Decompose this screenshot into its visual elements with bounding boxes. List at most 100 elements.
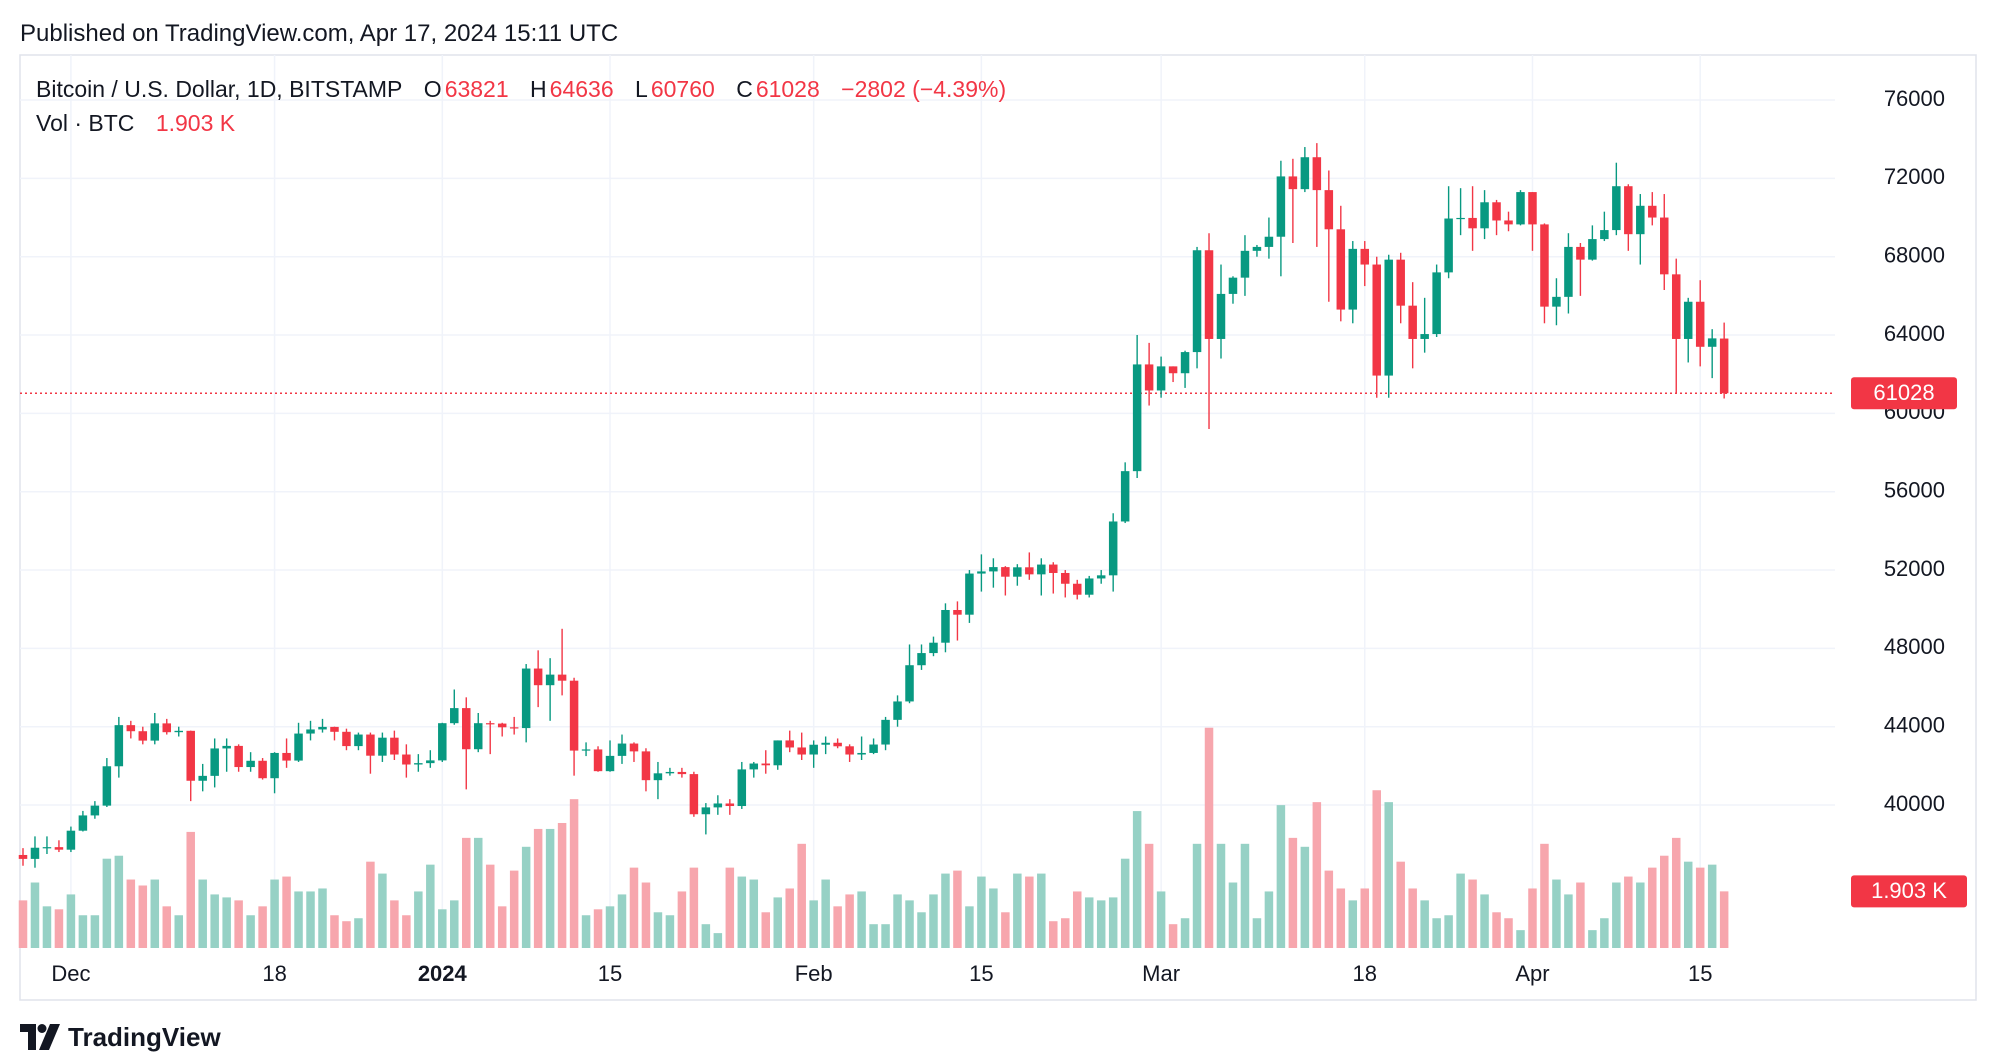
- volume-bar: [1252, 918, 1262, 948]
- volume-bar: [186, 831, 195, 948]
- candle-body: [1636, 205, 1645, 235]
- candle-body: [989, 567, 998, 572]
- candle-body: [30, 847, 40, 859]
- candle-body: [1480, 202, 1489, 229]
- candle-body: [881, 719, 890, 745]
- volume-bar: [1660, 855, 1669, 948]
- volume-bar: [198, 879, 207, 948]
- volume-bar: [1228, 882, 1238, 948]
- ohlc-value: 61028: [755, 76, 820, 102]
- volume-bar: [665, 915, 675, 948]
- volume-bar: [1096, 900, 1106, 948]
- volume-bar: [1516, 930, 1525, 948]
- candle-body: [1216, 293, 1226, 339]
- volume-bar: [1444, 915, 1453, 948]
- candle-body: [1540, 224, 1549, 307]
- candle-body: [1648, 205, 1657, 218]
- volume-bar: [1120, 858, 1130, 948]
- volume-bar: [1336, 888, 1346, 948]
- volume-bar: [318, 888, 327, 948]
- volume-bar: [1432, 918, 1441, 948]
- volume-bar: [1707, 864, 1717, 948]
- candle-body: [1624, 186, 1633, 235]
- ohlc-value: 63821: [444, 76, 509, 102]
- volume-bar: [941, 873, 950, 948]
- candle-body: [677, 771, 687, 775]
- ohlc-label: H: [530, 76, 547, 102]
- volume-bar: [977, 876, 986, 948]
- candle-body: [390, 737, 399, 755]
- volume-bar: [605, 906, 615, 948]
- candle-body: [1492, 202, 1501, 221]
- volume-bar: [485, 864, 495, 948]
- volume-bar: [1384, 802, 1393, 948]
- volume-bar: [1240, 843, 1250, 948]
- volume-bar: [1072, 891, 1082, 948]
- candle-body: [90, 805, 100, 816]
- candle-body: [354, 734, 363, 747]
- candle-body: [1671, 274, 1681, 339]
- volume-bar: [689, 867, 699, 948]
- brand-logo: [20, 1024, 60, 1050]
- candle-body: [438, 723, 447, 761]
- volume-bar: [701, 924, 711, 948]
- label-layer: 4000044000480005200056000600006400068000…: [51, 86, 1967, 986]
- candle-body: [653, 773, 663, 781]
- volume-bar: [497, 906, 507, 948]
- volume-bar: [1683, 861, 1693, 948]
- volume-bar: [545, 828, 555, 948]
- volume-bar: [773, 897, 782, 948]
- volume-bar: [66, 894, 76, 948]
- candle-body: [893, 701, 902, 720]
- volume-bar: [30, 882, 40, 948]
- candle-body: [1144, 364, 1154, 391]
- volume-bar: [761, 912, 771, 948]
- candle-body: [1360, 248, 1370, 265]
- candle-body: [713, 803, 723, 808]
- candle-body: [965, 573, 974, 615]
- x-tick-label: 15: [1688, 961, 1712, 986]
- candle-body: [462, 708, 471, 750]
- candle-body: [1588, 239, 1597, 260]
- volume-bar: [809, 900, 818, 948]
- candle-body: [1001, 567, 1010, 577]
- volume-bar: [450, 900, 459, 948]
- volume-bar: [1084, 897, 1094, 948]
- candle-body: [581, 749, 591, 751]
- published-note: Published on TradingView.com, Apr 17, 20…: [20, 20, 619, 47]
- volume-bar: [917, 912, 926, 948]
- candle-body: [761, 763, 771, 766]
- candle-body: [1396, 259, 1405, 306]
- volume-bar: [821, 879, 830, 948]
- candle-body: [1096, 575, 1106, 579]
- volume-bar: [1025, 876, 1034, 948]
- candle-body: [1456, 217, 1465, 220]
- volume-bar: [857, 891, 866, 948]
- volume-bar: [1671, 837, 1681, 948]
- y-tick-label: 52000: [1884, 556, 1945, 581]
- volume-bar: [114, 855, 124, 948]
- candle-body: [1336, 229, 1346, 310]
- candle-body: [725, 803, 735, 807]
- ohlc-value: 64636: [549, 76, 614, 102]
- volume-bar: [653, 912, 663, 948]
- volume-bar: [354, 918, 363, 948]
- candle-body: [126, 725, 136, 732]
- footer: TradingView: [20, 1020, 221, 1054]
- candle-body: [174, 730, 183, 733]
- x-tick-label: 18: [262, 961, 286, 986]
- candle-body: [1168, 366, 1178, 374]
- volume-bar: [1180, 918, 1190, 948]
- candle-body: [402, 754, 411, 765]
- candle-body: [1276, 176, 1286, 237]
- candle-body: [1013, 567, 1022, 577]
- candle-body: [557, 674, 567, 681]
- volume-bar: [438, 909, 447, 948]
- volume-bar: [1588, 930, 1597, 948]
- candle-body: [773, 740, 782, 766]
- ohlc-label: L: [635, 76, 648, 102]
- candle-body: [1564, 246, 1573, 297]
- x-tick-label: Feb: [795, 961, 833, 986]
- candle-body: [1528, 192, 1537, 225]
